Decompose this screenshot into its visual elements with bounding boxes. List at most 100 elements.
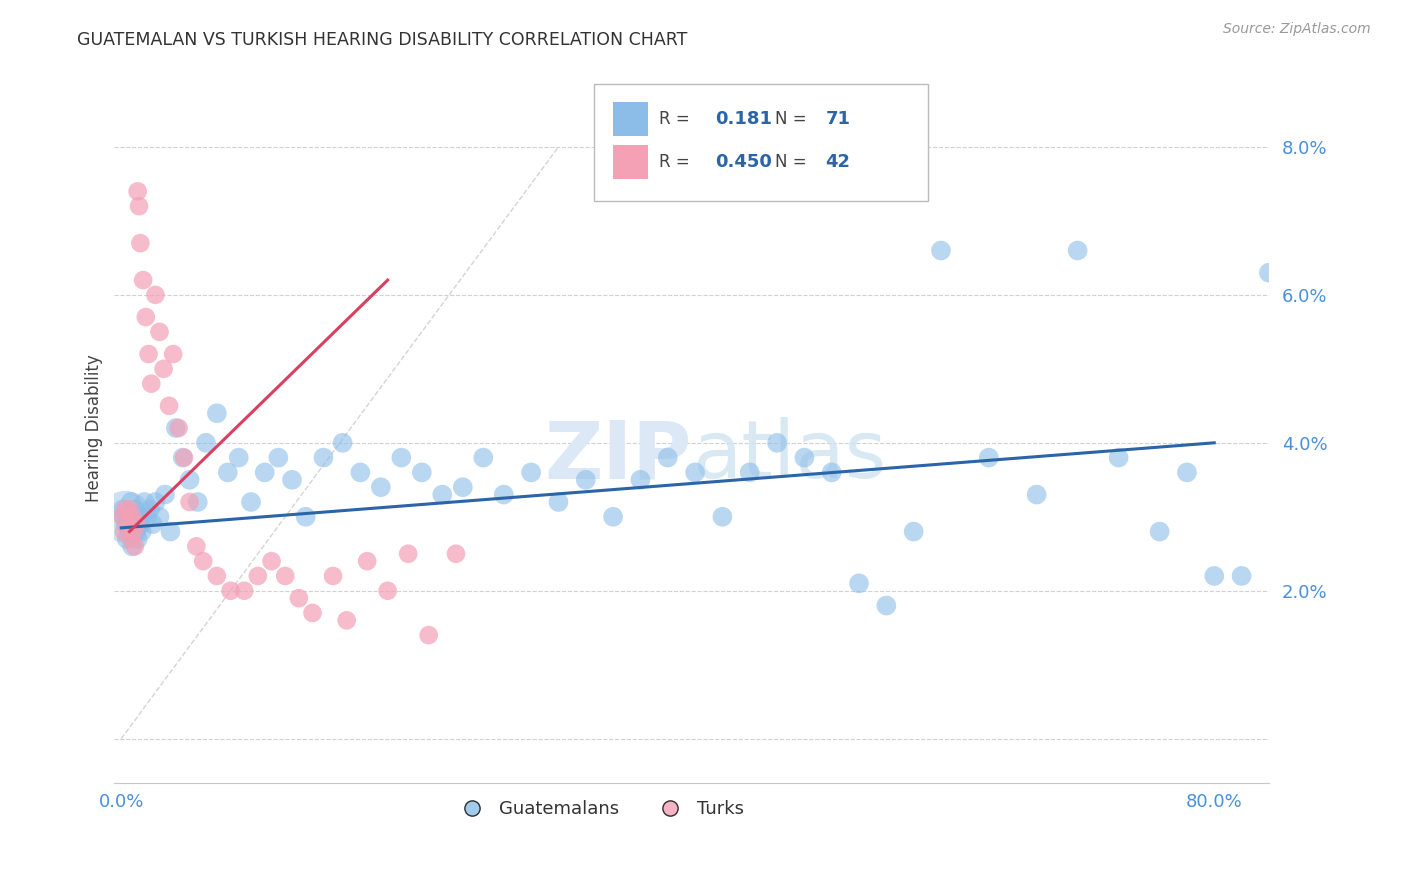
Point — [159, 524, 181, 539]
Point — [127, 184, 149, 198]
Point — [336, 613, 359, 627]
Point — [117, 509, 139, 524]
Point — [157, 399, 180, 413]
Point — [193, 554, 215, 568]
Point — [977, 450, 1000, 465]
Point — [253, 466, 276, 480]
Point — [148, 509, 170, 524]
Point — [472, 450, 495, 465]
Point — [233, 583, 256, 598]
Text: 0.450: 0.450 — [714, 153, 772, 170]
Point — [145, 495, 167, 509]
Point — [194, 435, 217, 450]
Legend: Guatemalans, Turks: Guatemalans, Turks — [447, 793, 751, 825]
Point — [349, 466, 371, 480]
Text: GUATEMALAN VS TURKISH HEARING DISABILITY CORRELATION CHART: GUATEMALAN VS TURKISH HEARING DISABILITY… — [77, 31, 688, 49]
Point — [138, 347, 160, 361]
Point — [187, 495, 209, 509]
Point — [148, 325, 170, 339]
Point — [240, 495, 263, 509]
Point — [115, 532, 138, 546]
Point — [288, 591, 311, 606]
Text: ZIP: ZIP — [544, 417, 692, 495]
Point — [444, 547, 467, 561]
Point — [132, 273, 155, 287]
Point — [1149, 524, 1171, 539]
Point — [657, 450, 679, 465]
Point — [112, 524, 135, 539]
Point — [246, 569, 269, 583]
Point — [1025, 487, 1047, 501]
Point — [628, 473, 651, 487]
Point — [418, 628, 440, 642]
Point — [114, 517, 136, 532]
Point — [152, 362, 174, 376]
Point — [793, 450, 815, 465]
Point — [575, 473, 598, 487]
FancyBboxPatch shape — [613, 102, 648, 136]
Point — [1108, 450, 1130, 465]
Point — [602, 509, 624, 524]
Text: 71: 71 — [825, 110, 851, 128]
Point — [124, 502, 146, 516]
Point — [294, 509, 316, 524]
Point — [432, 487, 454, 501]
Y-axis label: Hearing Disability: Hearing Disability — [86, 354, 103, 502]
Point — [114, 509, 136, 524]
Point — [153, 487, 176, 501]
Point — [1204, 569, 1226, 583]
Point — [179, 495, 201, 509]
Point — [120, 495, 142, 509]
Point — [411, 466, 433, 480]
Point — [112, 509, 135, 524]
Point — [332, 435, 354, 450]
Point — [135, 310, 157, 324]
Point — [281, 473, 304, 487]
Point — [111, 509, 134, 524]
Point — [125, 524, 148, 539]
Point — [122, 524, 145, 539]
Point — [114, 502, 136, 516]
Point — [173, 450, 195, 465]
Point — [118, 524, 141, 539]
Point — [875, 599, 897, 613]
Point — [1230, 569, 1253, 583]
FancyBboxPatch shape — [593, 84, 928, 201]
Point — [929, 244, 952, 258]
Point — [167, 421, 190, 435]
Point — [136, 509, 159, 524]
Point — [121, 540, 143, 554]
Point — [122, 517, 145, 532]
Point — [162, 347, 184, 361]
Point — [118, 502, 141, 516]
Text: 0.181: 0.181 — [714, 110, 772, 128]
Point — [205, 569, 228, 583]
Point — [301, 606, 323, 620]
Point — [134, 495, 156, 509]
Point — [1066, 244, 1088, 258]
Point — [356, 554, 378, 568]
Point — [127, 532, 149, 546]
Point — [738, 466, 761, 480]
Point — [848, 576, 870, 591]
Point — [205, 406, 228, 420]
FancyBboxPatch shape — [613, 145, 648, 178]
Point — [124, 540, 146, 554]
Text: N =: N = — [775, 110, 807, 128]
Point — [228, 450, 250, 465]
Text: Source: ZipAtlas.com: Source: ZipAtlas.com — [1223, 22, 1371, 37]
Point — [267, 450, 290, 465]
Point — [139, 502, 162, 516]
Point — [520, 466, 543, 480]
Text: 42: 42 — [825, 153, 851, 170]
Point — [260, 554, 283, 568]
Point — [145, 288, 167, 302]
Point — [711, 509, 734, 524]
Point — [128, 199, 150, 213]
Point — [111, 502, 134, 516]
Point — [547, 495, 569, 509]
Point — [172, 450, 194, 465]
Point — [312, 450, 335, 465]
Point — [121, 509, 143, 524]
Point — [492, 487, 515, 501]
